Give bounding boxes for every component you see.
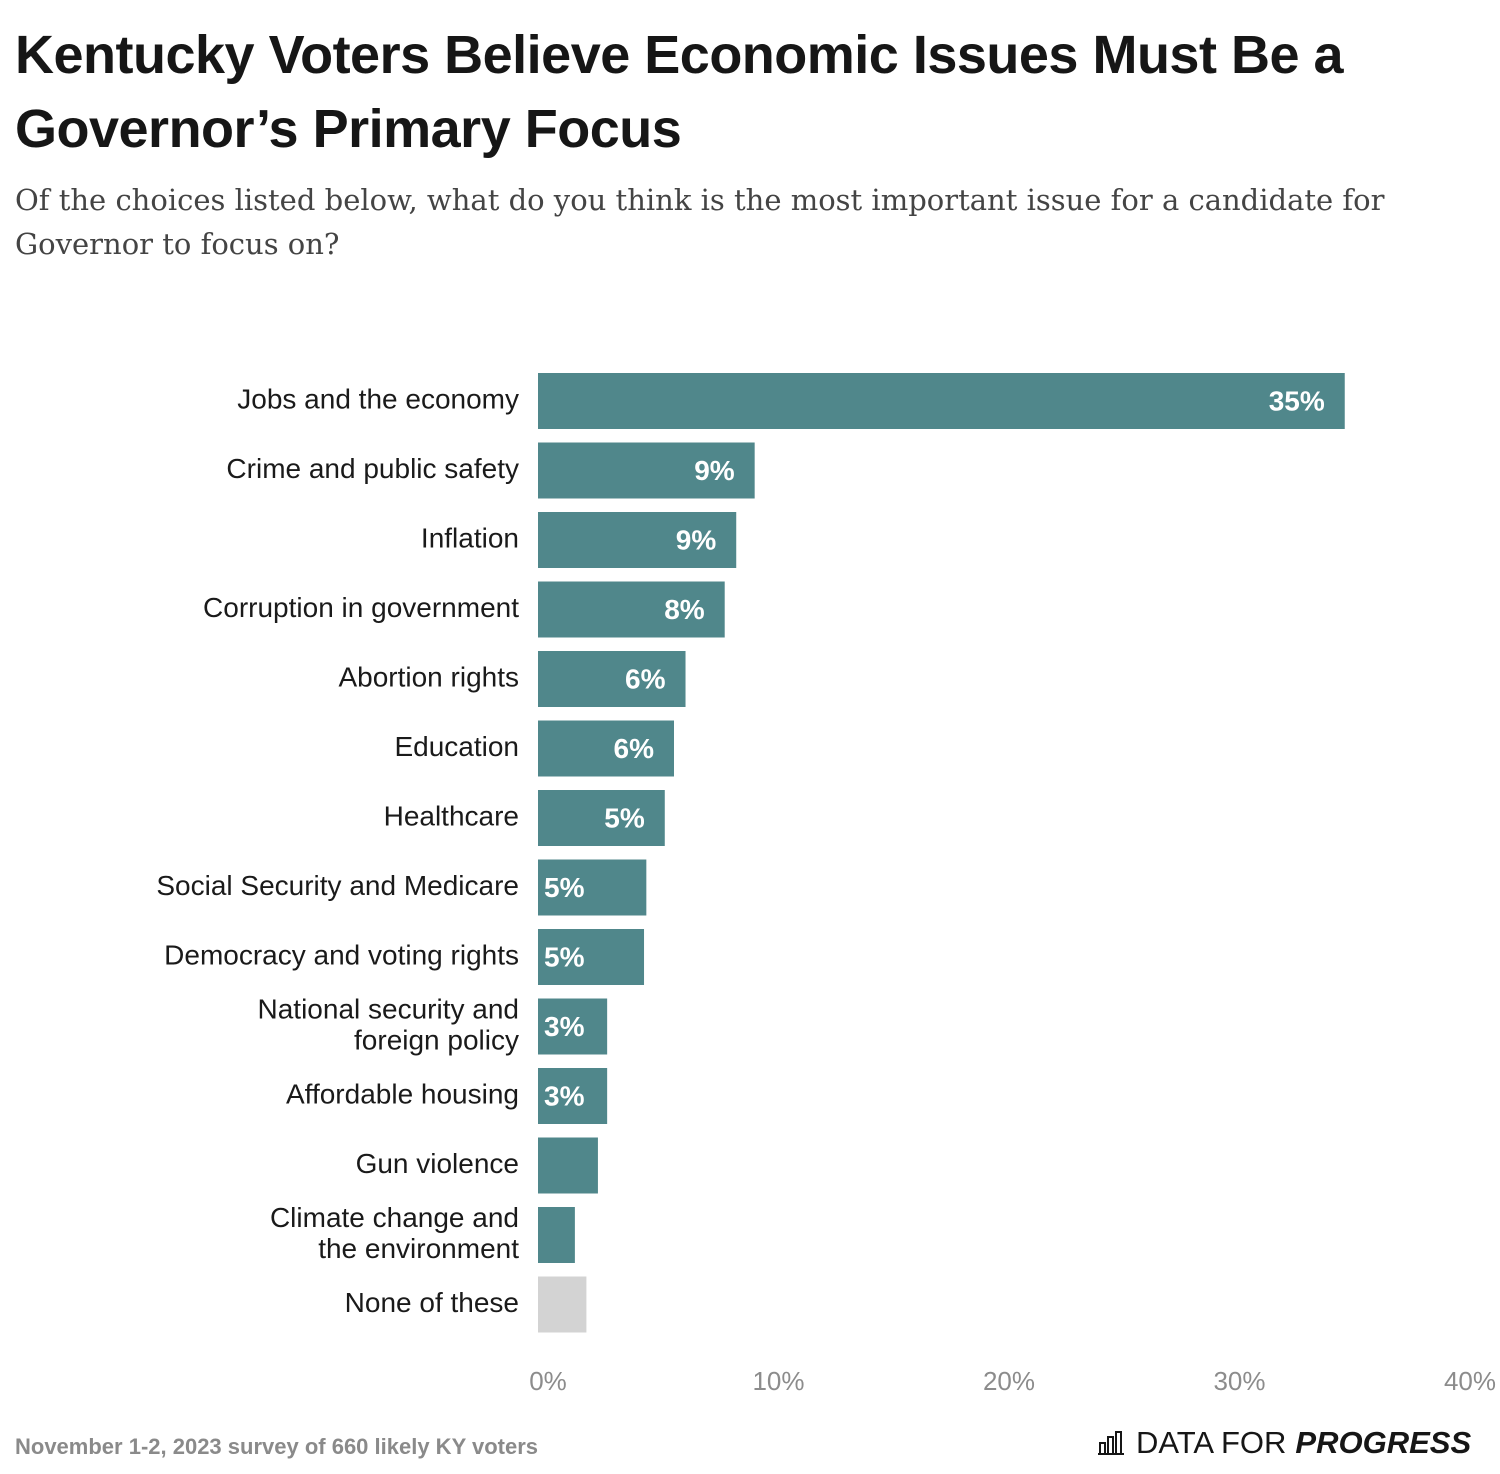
- category-label: Jobs and the economy: [237, 383, 519, 414]
- category-label: Democracy and voting rights: [164, 939, 519, 970]
- bar: [538, 998, 608, 1055]
- chart-subtitle: Of the choices listed below, what do you…: [15, 183, 1385, 261]
- bar: [538, 720, 674, 777]
- x-tick-label: 10%: [752, 1366, 804, 1396]
- bar: [538, 1276, 587, 1333]
- bar: [538, 929, 645, 985]
- bar: [538, 373, 1345, 429]
- bar: [538, 790, 665, 846]
- data-label: 9%: [694, 455, 735, 486]
- data-label: 35%: [1269, 385, 1325, 416]
- category-label: Gun violence: [356, 1148, 519, 1179]
- category-label: Social Security and Medicare: [156, 870, 519, 901]
- data-label: 8%: [664, 594, 705, 625]
- data-label: 5%: [544, 872, 585, 903]
- bar: [538, 651, 686, 707]
- category-label: Corruption in government: [203, 592, 519, 623]
- brand-name-light: DATA FOR: [1136, 1425, 1287, 1460]
- brand-name-bold: PROGRESS: [1295, 1425, 1472, 1460]
- category-label: Education: [394, 731, 519, 762]
- bar-chart-icon: [1098, 1431, 1124, 1455]
- bar: [538, 512, 737, 568]
- category-label: National security and: [258, 993, 519, 1024]
- x-tick-label: 0%: [529, 1366, 567, 1396]
- category-label: Inflation: [421, 522, 519, 553]
- data-label: 3%: [544, 1080, 585, 1111]
- bar: [538, 1068, 608, 1124]
- x-tick-label: 30%: [1213, 1366, 1265, 1396]
- data-label: 6%: [614, 733, 655, 764]
- category-label: Climate change and: [270, 1202, 519, 1233]
- category-label: foreign policy: [354, 1024, 519, 1055]
- data-label: 5%: [604, 802, 645, 833]
- x-tick-label: 40%: [1444, 1366, 1496, 1396]
- chart-title: Kentucky Voters Believe Economic Issues …: [15, 25, 1344, 159]
- bar-chart: Jobs and the economy 35% Crime and public …: [156, 373, 1496, 1396]
- category-label: Healthcare: [384, 800, 519, 831]
- data-label: 3%: [544, 1011, 585, 1042]
- survey-footnote: November 1-2, 2023 survey of 660 likely …: [15, 1434, 538, 1459]
- category-label: the environment: [318, 1233, 519, 1264]
- brand-logo: DATA FOR PROGRESS: [1096, 1422, 1471, 1464]
- data-label: 9%: [676, 524, 717, 555]
- category-label: None of these: [345, 1287, 519, 1318]
- category-label: Affordable housing: [286, 1078, 519, 1109]
- category-label: Abortion rights: [338, 661, 519, 692]
- bar: [538, 859, 647, 916]
- bar: [538, 442, 755, 499]
- bar: [538, 1137, 598, 1194]
- data-label: 5%: [544, 941, 585, 972]
- bar: [538, 581, 725, 638]
- category-label: Crime and public safety: [226, 453, 519, 484]
- bar: [538, 1207, 575, 1263]
- x-tick-label: 20%: [983, 1366, 1035, 1396]
- data-label: 6%: [625, 663, 666, 694]
